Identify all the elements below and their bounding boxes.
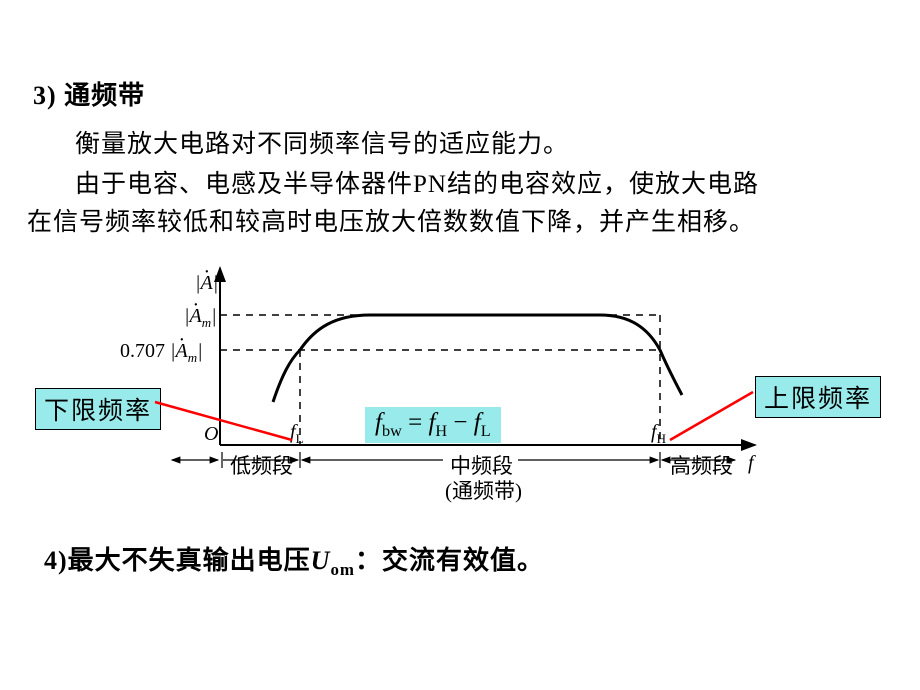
paragraph-2-line1: 由于电容、电感及半导体器件PN结的电容效应，使放大电路 bbox=[75, 166, 759, 204]
heading-3: 3) 通频带 bbox=[33, 75, 145, 112]
chart-svg bbox=[160, 260, 780, 505]
heading-4: 4)最大不失真输出电压Uom：交流有效值。 bbox=[44, 540, 544, 580]
upper-freq-label-box: 上限频率 bbox=[755, 376, 881, 418]
paragraph-2-line2: 在信号频率较低和较高时电压放大倍数数值下降，并产生相移。 bbox=[27, 204, 755, 242]
bandwidth-formula: fbw = fH − fL bbox=[365, 407, 501, 443]
frequency-response-chart: |·A| |·Am| 0.707 |·Am| O fL fH f 低频段 中频段… bbox=[160, 260, 780, 505]
paragraph-1: 衡量放大电路对不同频率信号的适应能力。 bbox=[75, 126, 569, 164]
lower-freq-label-box: 下限频率 bbox=[35, 388, 161, 430]
